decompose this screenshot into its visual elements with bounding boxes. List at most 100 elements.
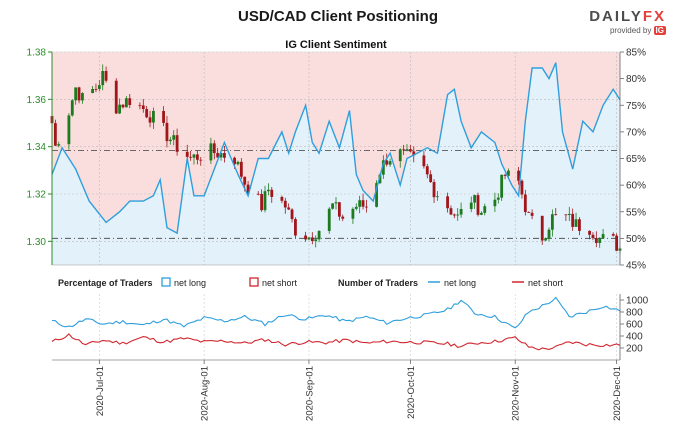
candle-body — [550, 214, 554, 230]
candle-body — [554, 214, 558, 216]
candle-body — [432, 182, 436, 198]
candle-body — [496, 197, 500, 200]
candle-body — [145, 109, 149, 118]
legend-percentage-label: Percentage of Traders — [58, 278, 153, 288]
date-tick-label: 2020-Aug-01 — [200, 366, 211, 421]
sentiment-tick-label: 85% — [626, 48, 646, 59]
candle-body — [172, 135, 176, 140]
candle-body — [473, 195, 477, 203]
candle-body — [91, 88, 94, 94]
candle-body — [233, 157, 236, 165]
candle-body — [459, 209, 463, 215]
candle-body — [223, 152, 226, 158]
candle-body — [365, 206, 368, 208]
legend-num-long-label: net long — [444, 278, 476, 288]
provided-by-text: provided by — [609, 26, 652, 35]
candle-body — [243, 176, 247, 185]
sentiment-tick-label: 65% — [626, 154, 646, 165]
date-tick-label: 2020-Oct-01 — [406, 366, 417, 419]
count-tick-label: 600 — [626, 320, 643, 331]
candle-body — [94, 88, 98, 90]
legend-number-label: Number of Traders — [338, 278, 418, 288]
price-tick-label: 1.36 — [27, 95, 47, 106]
candle-body — [101, 71, 105, 86]
candle-body — [591, 234, 595, 239]
chart-title: USD/CAD Client Positioning — [238, 8, 438, 25]
net-short-count-line — [51, 333, 621, 351]
date-tick-label: 2020-Jul-01 — [95, 366, 106, 416]
candle-body — [283, 200, 287, 208]
candle-body — [398, 149, 402, 162]
candle-body — [260, 194, 264, 211]
candle-body — [212, 143, 216, 154]
candle-body — [53, 123, 57, 146]
candle-body — [138, 104, 142, 106]
candle-body — [446, 196, 449, 209]
date-tick-label: 2020-Dec-01 — [612, 366, 623, 421]
candle-body — [280, 196, 284, 201]
candle-body — [199, 159, 203, 161]
candle-body — [594, 238, 598, 243]
sentiment-tick-label: 55% — [626, 207, 646, 218]
candle-body — [351, 208, 355, 219]
count-tick-label: 200 — [626, 344, 643, 355]
candle-body — [456, 214, 460, 216]
candle-body — [402, 149, 406, 151]
candle-body — [294, 219, 297, 236]
candle-body — [287, 207, 291, 210]
candle-body — [104, 71, 108, 81]
candle-body — [77, 87, 81, 101]
date-tick-label: 2020-Sep-01 — [304, 366, 315, 421]
candle-body — [540, 215, 544, 241]
candle-body — [507, 170, 510, 176]
price-tick-label: 1.38 — [27, 48, 47, 59]
count-tick-label: 800 — [626, 308, 643, 319]
candle-body — [564, 214, 568, 216]
candle-body — [216, 153, 220, 158]
logo-left-text: DAILY — [589, 8, 643, 25]
candle-body — [162, 110, 165, 123]
candle-body — [195, 154, 199, 160]
ig-logo: IG — [653, 26, 666, 35]
candle-body — [452, 214, 456, 216]
candle-body — [246, 184, 250, 194]
candle-body — [341, 216, 345, 219]
candle-body — [118, 104, 122, 114]
candle-body — [517, 170, 520, 181]
logo-right-text: FX — [642, 8, 666, 25]
candle-body — [327, 208, 331, 231]
candle-body — [114, 80, 118, 114]
candle-body — [601, 234, 605, 239]
candle-body — [449, 208, 453, 215]
sentiment-tick-label: 60% — [626, 181, 646, 192]
candle-body — [500, 174, 504, 198]
candle-body — [358, 200, 362, 207]
net-short-area — [52, 52, 620, 234]
candle-body — [290, 209, 294, 220]
candle-body — [263, 191, 267, 211]
candle-body — [97, 85, 101, 89]
candle-body — [408, 149, 412, 152]
candle-body — [476, 195, 480, 215]
candle-body — [337, 202, 341, 217]
candle-body — [148, 117, 152, 123]
sentiment-tick-label: 50% — [626, 234, 646, 245]
candle-body — [429, 174, 433, 183]
candle-body — [378, 174, 382, 184]
candle-body — [412, 151, 416, 156]
candle-body — [219, 152, 223, 158]
candle-body — [266, 189, 270, 192]
candle-body — [523, 194, 527, 213]
chart-subtitle: IG Client Sentiment — [285, 39, 387, 51]
count-tick-label: 400 — [626, 332, 643, 343]
candle-body — [479, 212, 483, 215]
candle-body — [175, 135, 179, 152]
candle-body — [469, 202, 473, 210]
candle-body — [503, 174, 507, 176]
candle-body — [189, 156, 193, 158]
candle-body — [354, 206, 358, 209]
candle-body — [493, 199, 497, 207]
candle-body — [239, 161, 243, 177]
candle-body — [483, 206, 487, 213]
candle-body — [236, 161, 240, 165]
